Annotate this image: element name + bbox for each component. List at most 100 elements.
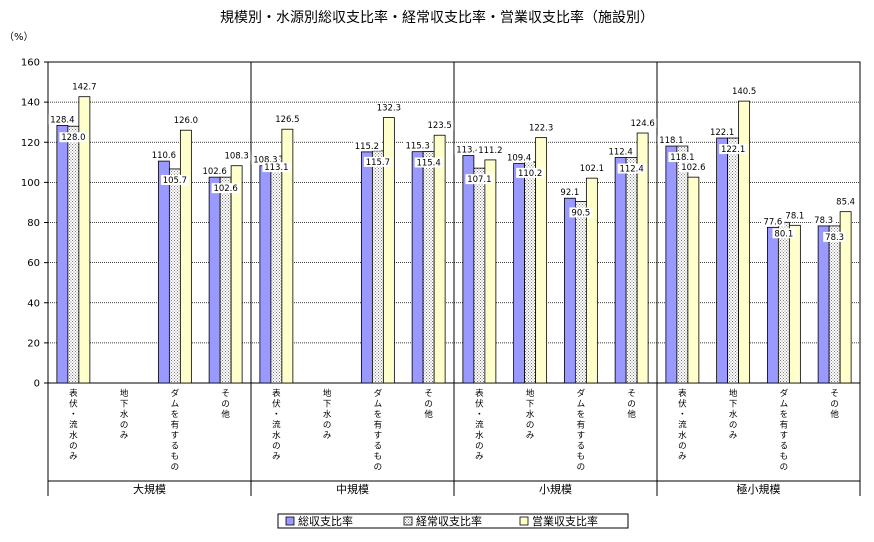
category-label: 地下水のみ [526,388,535,441]
data-label: 113.1 [264,163,288,173]
data-label-bg [505,152,534,163]
data-label: 107.1 [467,175,491,185]
bar [524,161,537,384]
bar [281,128,294,384]
bar [411,151,424,384]
data-label-bg [657,135,686,146]
bar [839,211,852,384]
data-label-bg [160,174,189,185]
legend-swatch [519,516,529,526]
category-label: 地下水のみ [120,388,129,441]
bar [727,137,740,384]
bar [56,124,69,384]
data-label: 115.3 [405,142,429,152]
bar [738,100,751,384]
y-tick-label: 60 [27,258,40,269]
bar [676,145,689,384]
bar [473,167,486,384]
data-label: 122.1 [721,145,745,155]
bar [585,177,598,384]
y-tick-label: 0 [34,379,40,390]
data-label: 118.1 [670,153,694,163]
category-label: 表伏・流水のみ [272,388,281,462]
bar [513,163,526,384]
data-label-bg [516,167,545,178]
data-label: 122.1 [710,128,734,138]
data-label-bg [668,152,697,163]
data-label-bg [730,86,759,97]
category-label: 表伏・流水のみ [678,388,687,462]
data-label: 78.3 [825,233,844,243]
data-label: 115.2 [355,142,379,152]
bar [422,151,435,384]
bar [828,225,841,384]
data-label: 110.2 [518,169,542,179]
data-label: 115.7 [366,158,390,168]
data-label-bg [617,163,646,174]
bar [360,151,373,384]
data-label: 140.5 [732,87,756,97]
group-label: 中規模 [336,482,369,496]
bar [665,145,678,384]
bar [484,159,497,384]
y-tick-label: 120 [21,138,40,149]
data-label-bg [812,214,836,225]
category-label: 表伏・流水のみ [69,388,78,462]
data-label: 102.6 [202,167,226,177]
legend-swatch [285,516,295,526]
bar [433,134,446,384]
data-label: 118.1 [659,136,683,146]
data-label: 112.4 [608,147,632,157]
chart-title: 規模別・水源別総収支比率・経常収支比率・営業収支比率（施設別） [220,9,654,26]
data-label-bg [59,132,88,143]
bar [687,176,700,384]
bar [766,226,779,384]
data-label-bg [211,183,240,194]
data-label-bg [834,196,858,207]
group-label: 小規模 [539,482,572,496]
legend-label: 総収支比率 [298,514,353,528]
data-label: 126.5 [275,115,299,125]
data-label-bg [403,140,432,151]
data-label: 111.2 [478,146,502,156]
y-tick-label: 20 [27,338,40,349]
bar [462,155,475,384]
data-label-bg [783,210,807,221]
bar [78,96,91,384]
bar [535,137,548,384]
data-label-bg [454,144,483,155]
data-label: 109.4 [507,154,531,164]
data-label-bg [708,127,737,138]
y-tick-label: 40 [27,298,40,309]
bar [208,176,221,384]
bar [563,197,576,384]
data-label-bg [569,207,593,218]
bar [371,150,384,384]
y-tick-label: 140 [21,98,40,109]
category-label: ダムを有するもの [577,388,586,473]
data-label: 126.0 [174,116,198,126]
data-label-bg [262,162,291,173]
data-label: 78.3 [814,216,833,226]
data-label-bg [48,114,77,125]
data-label: 78.1 [785,211,804,221]
data-label-bg [171,115,200,126]
data-label: 115.4 [416,158,440,168]
bar [777,221,790,384]
data-label: 108.3 [224,152,248,162]
data-label: 105.7 [163,176,187,186]
bar [157,160,170,384]
data-label: 102.1 [580,164,604,174]
y-unit-label: （%） [4,31,34,43]
data-label-bg [251,154,280,165]
category-label: その他 [424,389,433,420]
data-label-bg [558,187,582,198]
data-label-bg [761,216,785,227]
data-label-bg [823,231,847,242]
data-label-bg [414,157,443,168]
data-label: 110.6 [152,151,176,161]
category-label: その他 [627,389,636,420]
data-label: 92.1 [560,188,579,198]
data-label: 85.4 [836,198,855,208]
